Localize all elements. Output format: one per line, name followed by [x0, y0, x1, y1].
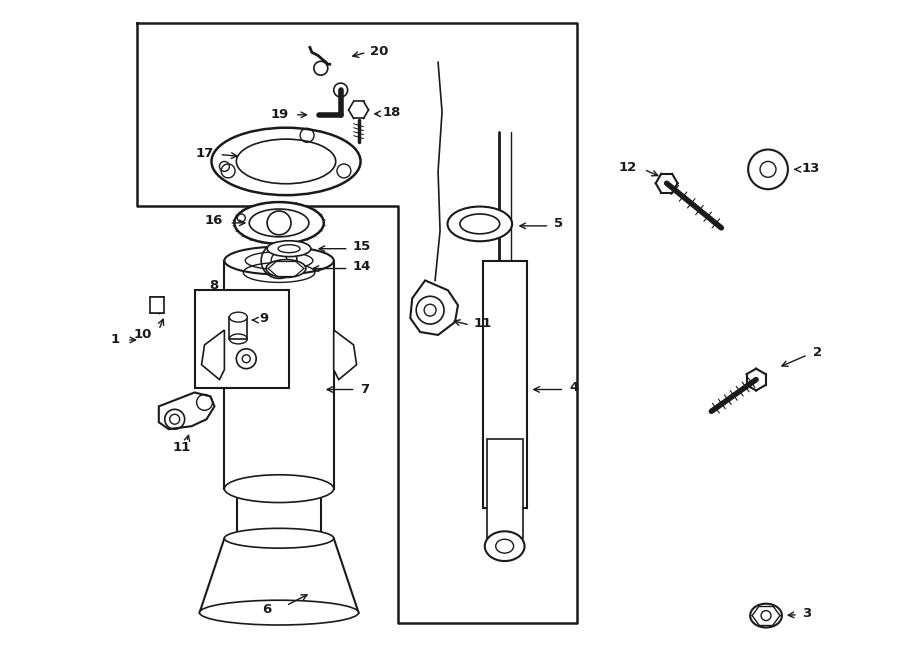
Text: 11: 11: [173, 440, 191, 453]
Text: 6: 6: [262, 603, 271, 616]
Bar: [150, 297, 164, 313]
Text: 1: 1: [111, 333, 120, 346]
Polygon shape: [410, 280, 458, 335]
Text: 2: 2: [813, 346, 822, 360]
Ellipse shape: [750, 603, 782, 627]
Polygon shape: [200, 538, 358, 613]
Ellipse shape: [238, 537, 320, 559]
Bar: [230, 317, 248, 339]
Ellipse shape: [485, 531, 525, 561]
Ellipse shape: [266, 260, 306, 278]
Ellipse shape: [200, 600, 358, 625]
Text: 18: 18: [382, 106, 400, 120]
Bar: [224, 260, 334, 488]
Ellipse shape: [224, 247, 334, 274]
Text: 20: 20: [371, 45, 389, 58]
Polygon shape: [334, 330, 356, 379]
Ellipse shape: [267, 241, 310, 256]
Text: 19: 19: [271, 108, 289, 122]
Text: 16: 16: [205, 214, 223, 227]
Circle shape: [748, 149, 788, 189]
Text: 8: 8: [210, 279, 219, 292]
Ellipse shape: [224, 475, 334, 502]
Text: 4: 4: [570, 381, 579, 394]
Text: 9: 9: [259, 311, 268, 325]
Text: 11: 11: [474, 317, 492, 330]
Text: 5: 5: [554, 217, 563, 231]
Ellipse shape: [224, 528, 334, 548]
Text: 10: 10: [133, 329, 152, 342]
Text: 15: 15: [353, 240, 371, 253]
Ellipse shape: [447, 206, 512, 241]
Text: 12: 12: [618, 161, 637, 174]
Bar: [487, 439, 523, 538]
Polygon shape: [158, 393, 214, 429]
Text: 14: 14: [353, 260, 371, 273]
Bar: [194, 290, 289, 387]
Ellipse shape: [212, 128, 361, 195]
Text: 17: 17: [195, 147, 213, 160]
Ellipse shape: [234, 202, 324, 244]
Text: 7: 7: [361, 383, 370, 396]
Polygon shape: [137, 22, 577, 623]
Text: 13: 13: [802, 162, 820, 175]
Bar: [482, 260, 526, 508]
Ellipse shape: [230, 312, 248, 322]
Text: 3: 3: [802, 607, 811, 620]
Polygon shape: [202, 330, 224, 379]
